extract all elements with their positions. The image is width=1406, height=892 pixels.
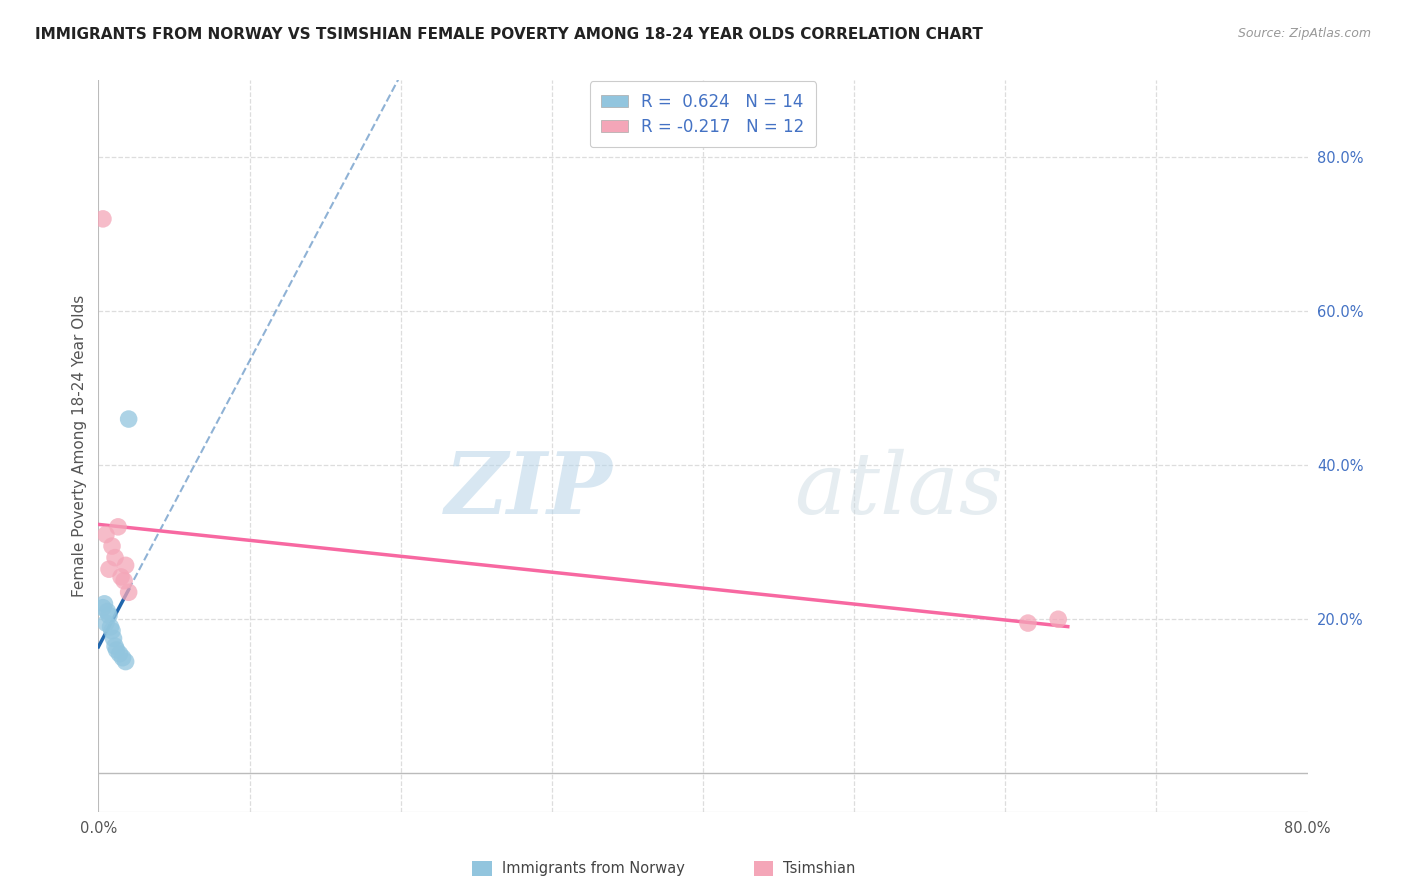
Point — [110, 570, 132, 584]
Point — [101, 539, 124, 553]
Point — [114, 655, 136, 669]
Point — [118, 585, 141, 599]
Y-axis label: Female Poverty Among 18-24 Year Olds: Female Poverty Among 18-24 Year Olds — [72, 295, 87, 597]
Point — [118, 412, 141, 426]
Point — [94, 616, 117, 631]
Point — [91, 211, 114, 226]
Point — [94, 527, 117, 541]
Text: Tsimshian: Tsimshian — [783, 862, 855, 876]
Text: Source: ZipAtlas.com: Source: ZipAtlas.com — [1237, 27, 1371, 40]
Point — [98, 562, 121, 576]
Point — [1017, 616, 1039, 631]
Point — [93, 597, 115, 611]
Text: Immigrants from Norway: Immigrants from Norway — [502, 862, 685, 876]
Point — [104, 639, 127, 653]
Point — [98, 608, 121, 623]
Point — [112, 574, 135, 588]
Point — [111, 650, 134, 665]
Point — [108, 647, 131, 661]
Bar — [472, 862, 492, 876]
Point — [107, 520, 129, 534]
Point — [96, 605, 118, 619]
Bar — [754, 862, 773, 876]
Point — [100, 620, 122, 634]
Point — [105, 643, 128, 657]
Point — [114, 558, 136, 573]
Text: IMMIGRANTS FROM NORWAY VS TSIMSHIAN FEMALE POVERTY AMONG 18-24 YEAR OLDS CORRELA: IMMIGRANTS FROM NORWAY VS TSIMSHIAN FEMA… — [35, 27, 983, 42]
Point — [91, 600, 114, 615]
Legend: R =  0.624   N = 14, R = -0.217   N = 12: R = 0.624 N = 14, R = -0.217 N = 12 — [589, 81, 817, 147]
Text: ZIP: ZIP — [444, 448, 613, 532]
Point — [1047, 612, 1070, 626]
Point — [104, 550, 127, 565]
Point — [101, 624, 124, 638]
Text: atlas: atlas — [793, 449, 1002, 532]
Point — [103, 632, 125, 646]
